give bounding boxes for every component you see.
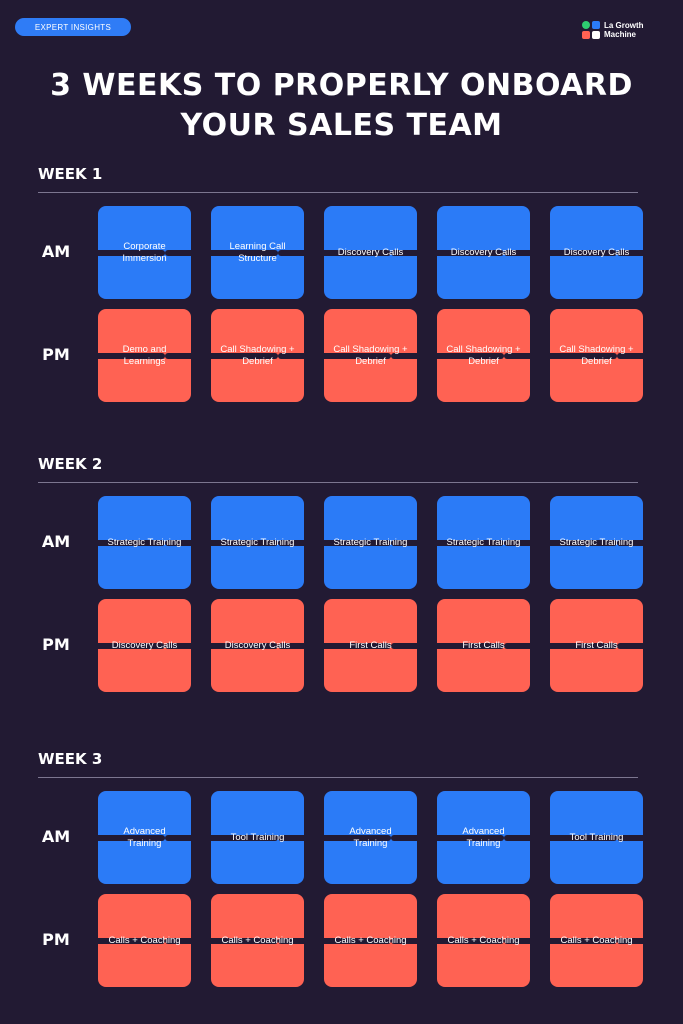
pm-label: PM — [42, 930, 70, 949]
session-label: Strategic Training — [220, 536, 295, 548]
am-session-tile: Tool Training — [549, 791, 644, 884]
session-label: Advanced Training — [349, 825, 392, 849]
week-title: WEEK 1 — [38, 165, 103, 183]
session-label: Strategic Training — [333, 536, 408, 548]
am-label: AM — [41, 532, 71, 551]
pm-label: PM — [42, 345, 70, 364]
session-label: First Calls — [462, 639, 505, 651]
session-label: Calls + Coaching — [447, 934, 520, 946]
session-label: First Calls — [575, 639, 618, 651]
pm-session-tile: Call Shadowing + Debrief — [323, 309, 418, 402]
week-divider — [38, 192, 638, 193]
pm-label: PM — [42, 635, 70, 654]
expert-insights-badge: EXPERT INSIGHTS — [15, 18, 131, 36]
am-session-tile: Learning Call Structure — [210, 206, 305, 299]
session-label: Discovery Calls — [224, 639, 291, 651]
session-label: Corporate Immersion — [122, 240, 167, 264]
pm-session-tile: Call Shadowing + Debrief — [210, 309, 305, 402]
am-session-tile: Discovery Calls — [436, 206, 531, 299]
week-title: WEEK 2 — [38, 455, 103, 473]
pm-session-tile: Demo and Learnings — [97, 309, 192, 402]
am-session-tile: Strategic Training — [549, 496, 644, 589]
session-label: Call Shadowing + Debrief — [220, 343, 295, 367]
week-divider — [38, 777, 638, 778]
logo-line-2: Machine — [604, 30, 637, 39]
logo-line-1: La Growth — [604, 21, 644, 30]
pm-session-tile: Calls + Coaching — [210, 894, 305, 987]
session-label: Discovery Calls — [111, 639, 178, 651]
am-session-tile: Strategic Training — [97, 496, 192, 589]
am-session-tile: Advanced Training — [97, 791, 192, 884]
pm-session-tile: First Calls — [436, 599, 531, 692]
session-label: Discovery Calls — [337, 246, 404, 258]
am-session-tile: Discovery Calls — [323, 206, 418, 299]
am-label: AM — [41, 242, 71, 261]
session-label: Advanced Training — [123, 825, 166, 849]
page-title-line-2: YOUR SALES TEAM — [180, 108, 503, 143]
la-growth-machine-logo: La Growth Machine — [582, 21, 672, 41]
am-label: AM — [41, 827, 71, 846]
session-label: Advanced Training — [462, 825, 505, 849]
session-label: Tool Training — [569, 831, 624, 843]
session-label: Discovery Calls — [450, 246, 517, 258]
session-label: Call Shadowing + Debrief — [446, 343, 521, 367]
session-label: Strategic Training — [559, 536, 634, 548]
pm-session-tile: Calls + Coaching — [97, 894, 192, 987]
am-session-tile: Tool Training — [210, 791, 305, 884]
page-title: 3 WEEKS TO PROPERLY ONBOARD YOUR SALES T… — [0, 66, 683, 146]
pm-session-tile: Calls + Coaching — [323, 894, 418, 987]
pm-session-tile: Calls + Coaching — [549, 894, 644, 987]
am-session-tile: Corporate Immersion — [97, 206, 192, 299]
session-label: Strategic Training — [107, 536, 182, 548]
session-label: Calls + Coaching — [334, 934, 407, 946]
week-title: WEEK 3 — [38, 750, 103, 768]
am-session-tile: Strategic Training — [436, 496, 531, 589]
session-label: Strategic Training — [446, 536, 521, 548]
pm-session-tile: First Calls — [323, 599, 418, 692]
pm-session-tile: Discovery Calls — [210, 599, 305, 692]
page-title-line-1: 3 WEEKS TO PROPERLY ONBOARD — [50, 68, 633, 103]
week-divider — [38, 482, 638, 483]
am-session-tile: Discovery Calls — [549, 206, 644, 299]
session-label: First Calls — [349, 639, 392, 651]
session-label: Demo and Learnings — [122, 343, 167, 367]
am-session-tile: Advanced Training — [436, 791, 531, 884]
session-label: Tool Training — [230, 831, 285, 843]
pm-session-tile: Calls + Coaching — [436, 894, 531, 987]
session-label: Calls + Coaching — [108, 934, 181, 946]
am-session-tile: Strategic Training — [323, 496, 418, 589]
pm-session-tile: Discovery Calls — [97, 599, 192, 692]
pm-session-tile: Call Shadowing + Debrief — [549, 309, 644, 402]
session-label: Call Shadowing + Debrief — [333, 343, 408, 367]
am-session-tile: Strategic Training — [210, 496, 305, 589]
session-label: Call Shadowing + Debrief — [559, 343, 634, 367]
am-session-tile: Advanced Training — [323, 791, 418, 884]
session-label: Learning Call Structure — [229, 240, 286, 264]
pm-session-tile: First Calls — [549, 599, 644, 692]
session-label: Discovery Calls — [563, 246, 630, 258]
logo-text: La Growth Machine — [604, 21, 644, 39]
pm-session-tile: Call Shadowing + Debrief — [436, 309, 531, 402]
session-label: Calls + Coaching — [560, 934, 633, 946]
logo-mark-icon — [582, 21, 601, 40]
session-label: Calls + Coaching — [221, 934, 294, 946]
